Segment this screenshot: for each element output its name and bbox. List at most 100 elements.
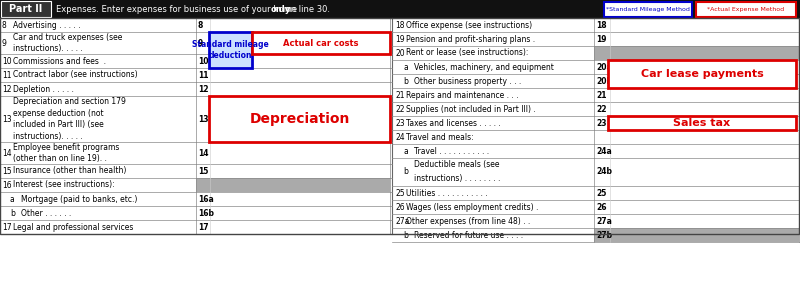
Text: 14: 14 (198, 148, 209, 157)
Text: Part II: Part II (10, 4, 42, 14)
Text: 27a: 27a (395, 216, 410, 226)
Text: Other business property . . .: Other business property . . . (414, 77, 522, 85)
Text: expense deduction (not: expense deduction (not (13, 109, 104, 118)
Text: Travel . . . . . . . . . . .: Travel . . . . . . . . . . . (414, 147, 489, 156)
Text: 16b: 16b (198, 209, 214, 217)
Bar (604, 2, 692, 17)
Text: a: a (403, 147, 408, 156)
Text: 23: 23 (395, 119, 405, 127)
Text: 24: 24 (395, 133, 405, 141)
Text: 18: 18 (596, 20, 606, 29)
Text: Utilities . . . . . . . . . . .: Utilities . . . . . . . . . . . (406, 188, 488, 198)
Text: *Actual Expense Method: *Actual Expense Method (707, 7, 785, 12)
Text: 9: 9 (198, 39, 203, 47)
Text: Expenses. Enter expenses for business use of your home: Expenses. Enter expenses for business us… (56, 5, 300, 13)
Text: b: b (403, 168, 408, 177)
Text: 15: 15 (198, 167, 208, 175)
Text: 23: 23 (596, 119, 606, 127)
Text: 26: 26 (596, 202, 606, 212)
Text: Pension and profit-sharing plans .: Pension and profit-sharing plans . (406, 34, 535, 43)
Text: 17: 17 (198, 223, 209, 232)
Text: 19: 19 (596, 34, 606, 43)
Text: 24a: 24a (596, 147, 612, 156)
Text: Repairs and maintenance . . .: Repairs and maintenance . . . (406, 91, 518, 99)
Text: 8: 8 (2, 20, 6, 29)
Text: Contract labor (see instructions): Contract labor (see instructions) (13, 71, 138, 80)
Text: 12: 12 (2, 85, 11, 94)
Text: Depletion . . . . .: Depletion . . . . . (13, 85, 74, 94)
Text: 20b: 20b (596, 77, 612, 85)
Text: 18: 18 (395, 20, 405, 29)
Text: a: a (403, 63, 408, 71)
Bar (608, 116, 796, 130)
Text: 21: 21 (395, 91, 405, 99)
Text: instructions). . . . .: instructions). . . . . (13, 132, 82, 141)
Text: Deductible meals (see: Deductible meals (see (414, 161, 499, 170)
Text: b: b (403, 77, 408, 85)
Text: b: b (10, 209, 15, 217)
Text: 10: 10 (2, 57, 12, 65)
Text: Reserved for future use . . . .: Reserved for future use . . . . (414, 230, 523, 240)
Bar (594, 228, 799, 242)
Text: *Standard Mileage Method: *Standard Mileage Method (606, 7, 690, 12)
Bar (0, 18, 799, 234)
Text: instructions) . . . . . . . .: instructions) . . . . . . . . (414, 174, 500, 184)
Text: Wages (less employment credits) .: Wages (less employment credits) . (406, 202, 538, 212)
Text: 16: 16 (2, 181, 12, 189)
Text: 27b: 27b (596, 230, 612, 240)
Text: 13: 13 (198, 115, 209, 123)
Text: Vehicles, machinery, and equipment: Vehicles, machinery, and equipment (414, 63, 554, 71)
Text: Advertising . . . . .: Advertising . . . . . (13, 20, 81, 29)
Text: b: b (403, 230, 408, 240)
Text: Depreciation: Depreciation (250, 112, 350, 126)
Text: Mortgage (paid to banks, etc.): Mortgage (paid to banks, etc.) (21, 195, 138, 203)
Text: Sales tax: Sales tax (674, 118, 730, 128)
Text: 20a: 20a (596, 63, 612, 71)
Text: Depreciation and section 179: Depreciation and section 179 (13, 97, 126, 106)
Bar (696, 2, 796, 17)
Text: Other . . . . . .: Other . . . . . . (21, 209, 71, 217)
Text: 19: 19 (395, 34, 405, 43)
Text: Office expense (see instructions): Office expense (see instructions) (406, 20, 532, 29)
Text: Commissions and fees  .: Commissions and fees . (13, 57, 106, 65)
Bar (196, 178, 390, 192)
Text: Other expenses (from line 48) . .: Other expenses (from line 48) . . (406, 216, 530, 226)
Text: Employee benefit programs: Employee benefit programs (13, 143, 119, 152)
Text: a: a (10, 195, 14, 203)
Text: Actual car costs: Actual car costs (283, 39, 358, 47)
Text: on line 30.: on line 30. (283, 5, 330, 13)
Text: (other than on line 19). .: (other than on line 19). . (13, 154, 107, 163)
Text: Travel and meals:: Travel and meals: (406, 133, 474, 141)
Text: 13: 13 (2, 115, 12, 123)
Bar (608, 60, 796, 88)
Text: Interest (see instructions):: Interest (see instructions): (13, 181, 114, 189)
Text: Standard mileage
deduction: Standard mileage deduction (192, 40, 269, 60)
Text: 11: 11 (2, 71, 11, 80)
Text: 22: 22 (395, 105, 405, 113)
Text: Supplies (not included in Part III) .: Supplies (not included in Part III) . (406, 105, 536, 113)
Text: Taxes and licenses . . . . .: Taxes and licenses . . . . . (406, 119, 501, 127)
Text: 10: 10 (198, 57, 209, 65)
Text: 24b: 24b (596, 168, 612, 177)
Text: 25: 25 (395, 188, 405, 198)
Text: 9: 9 (2, 39, 7, 47)
Text: Rent or lease (see instructions):: Rent or lease (see instructions): (406, 49, 528, 57)
Text: 14: 14 (2, 148, 12, 157)
Text: instructions). . . . .: instructions). . . . . (13, 44, 82, 53)
Bar (209, 32, 252, 68)
Text: 15: 15 (2, 167, 12, 175)
Text: 26: 26 (395, 202, 405, 212)
Text: Car lease payments: Car lease payments (641, 69, 763, 79)
Text: 17: 17 (2, 223, 12, 232)
Text: 27a: 27a (596, 216, 612, 226)
Text: Insurance (other than health): Insurance (other than health) (13, 167, 126, 175)
Text: 22: 22 (596, 105, 606, 113)
Bar (1, 1, 51, 17)
Bar (252, 32, 390, 54)
Text: only: only (271, 5, 291, 13)
Text: 16a: 16a (198, 195, 214, 203)
Bar (594, 46, 799, 60)
Text: 25: 25 (596, 188, 606, 198)
Text: 21: 21 (596, 91, 606, 99)
Text: 8: 8 (198, 20, 203, 29)
